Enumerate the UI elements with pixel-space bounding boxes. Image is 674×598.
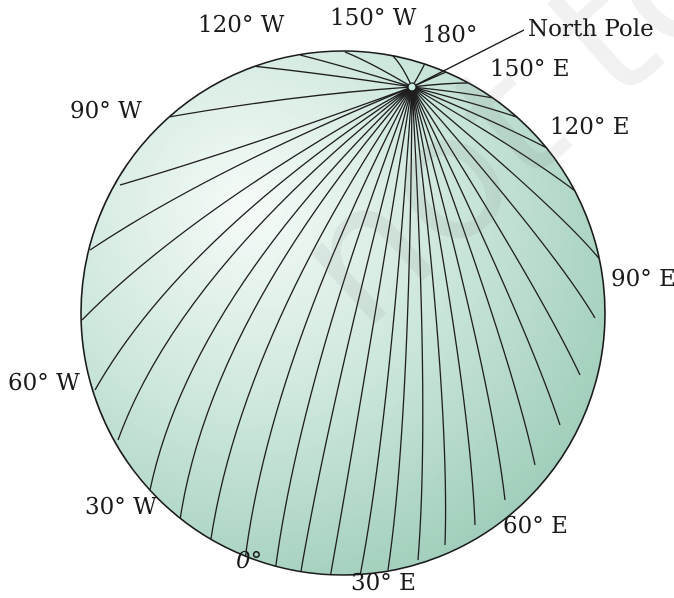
meridian-lines (81, 51, 603, 575)
meridian-line (411, 86, 476, 526)
meridian-line (179, 86, 413, 521)
meridian-line (329, 86, 413, 575)
label-150w: 150° W (330, 5, 417, 31)
meridian-line (89, 86, 413, 251)
meridian-line (411, 86, 561, 426)
label-60e: 60° E (503, 513, 568, 539)
label-120e: 120° E (550, 114, 630, 140)
meridian-line (411, 86, 447, 546)
label-120w: 120° W (198, 12, 285, 38)
meridian-line (209, 86, 413, 546)
meridian-line (244, 86, 413, 561)
meridian-line (411, 86, 603, 263)
meridian-line (81, 86, 413, 321)
label-180: 180° (422, 22, 478, 48)
label-90w: 90° W (70, 98, 142, 124)
meridian-line (359, 86, 413, 575)
meridian-line (344, 51, 413, 88)
globe-sphere (80, 50, 606, 576)
meridian-line (411, 86, 536, 466)
meridian-line (274, 86, 413, 573)
north-pole-pointer (411, 29, 525, 88)
meridian-line (411, 86, 424, 561)
label-30w: 30° W (85, 494, 157, 520)
meridian-line (387, 86, 413, 571)
meridian-line (411, 86, 581, 376)
meridian-line (94, 86, 413, 391)
meridian-line (299, 86, 413, 575)
meridian-line (411, 86, 596, 319)
label-60w: 60° W (8, 370, 80, 396)
label-150e: 150° E (490, 56, 570, 82)
meridian-line (117, 86, 413, 441)
label-90e: 90° E (611, 266, 674, 292)
label-north-pole: North Pole (528, 16, 654, 42)
meridian-line (411, 86, 506, 501)
north-pole-marker (407, 82, 417, 92)
meridian-line (151, 86, 413, 121)
meridian-line (149, 86, 413, 491)
label-30e: 30° E (351, 570, 416, 596)
label-0: 0° (236, 548, 263, 574)
meridian-line (119, 86, 413, 186)
meridian-line (299, 54, 413, 88)
